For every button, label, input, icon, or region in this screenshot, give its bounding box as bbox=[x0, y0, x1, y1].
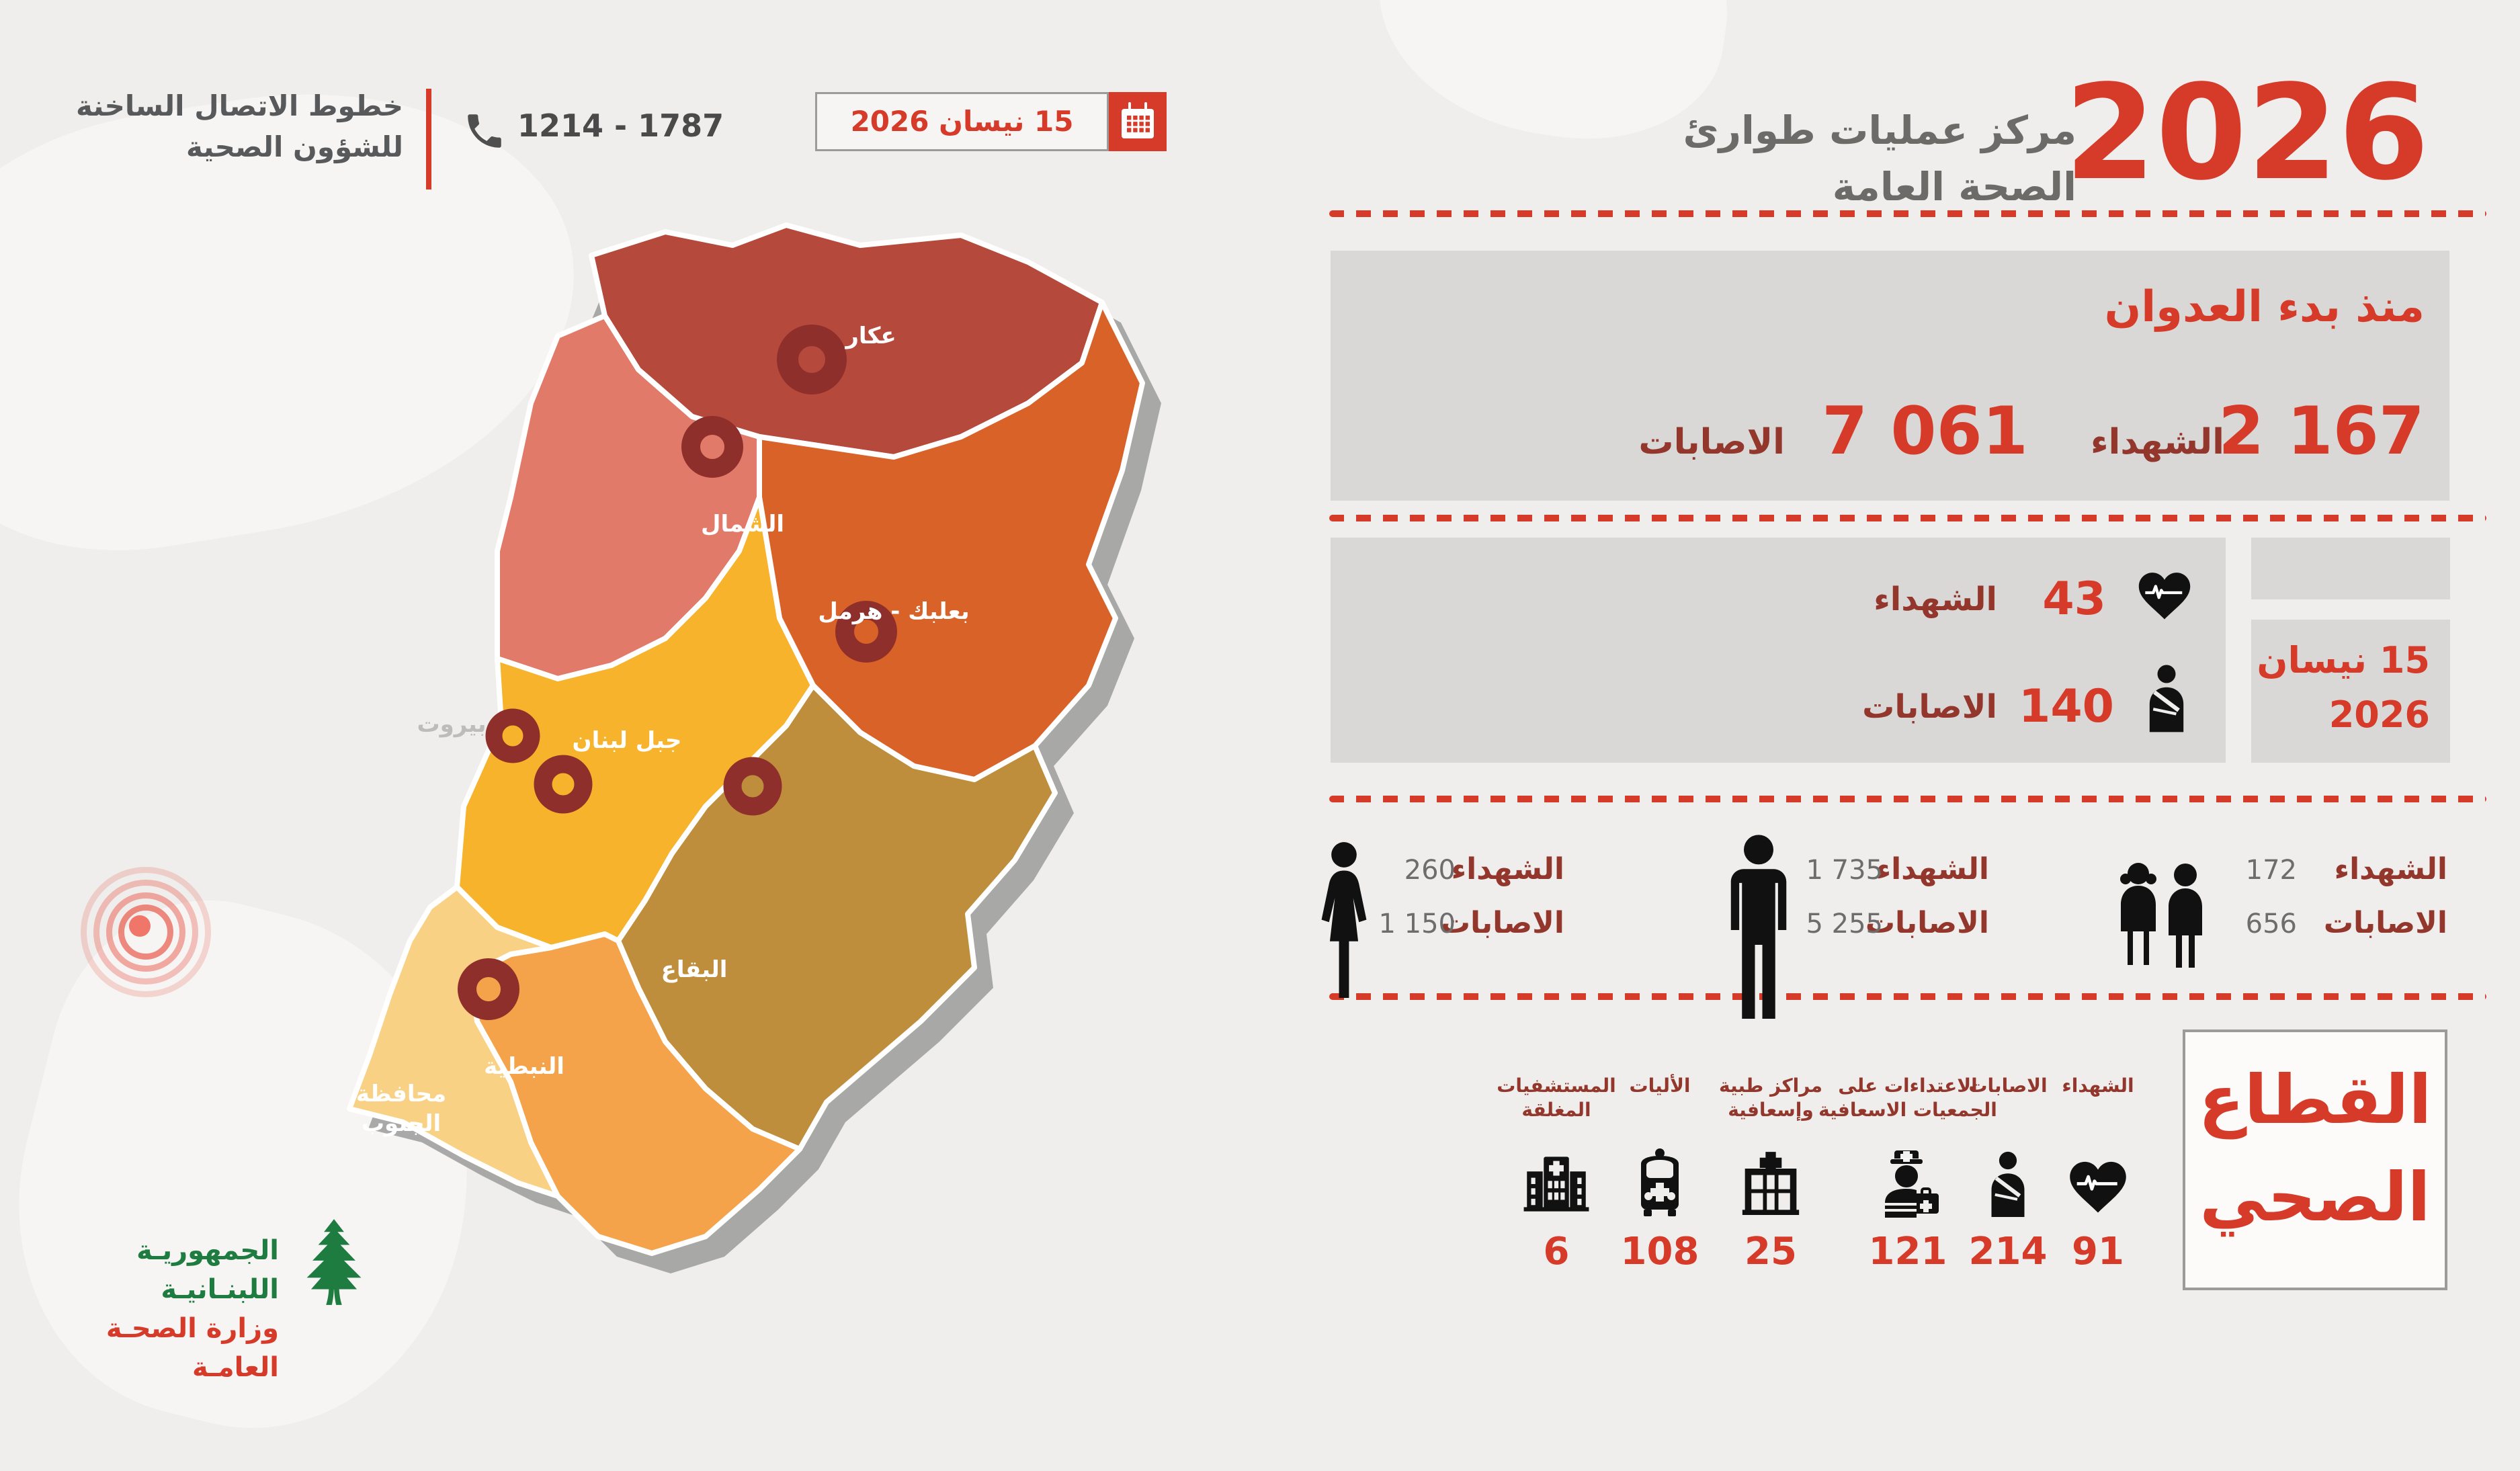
since-box-title: منذ بدء العدوان bbox=[2104, 282, 2425, 332]
health-sector-title: القطاع الصحي bbox=[2185, 1051, 2445, 1246]
man-icon bbox=[1730, 835, 1787, 1019]
today-martyrs-label: الشهداء bbox=[1874, 581, 1997, 618]
map-label-mount-lebanon: جبل لبنان bbox=[572, 727, 682, 754]
ministry-line2: وزارة الصحـة العامـة bbox=[106, 1313, 279, 1383]
dashed-separator bbox=[1329, 210, 2486, 217]
ministry-line1: الجمهوريـة اللبنـانيـة bbox=[136, 1235, 279, 1305]
date-badge-icon-box bbox=[1109, 92, 1167, 151]
ambulance-icon bbox=[1626, 1142, 1693, 1218]
since-martyrs-value: 2 167 bbox=[2218, 393, 2425, 470]
lebanon-map bbox=[347, 222, 1161, 1273]
children-icon bbox=[2120, 863, 2202, 968]
hs-vehicles-label: الأليات bbox=[1629, 1075, 1691, 1097]
hotline-numbers: 1214 - 1787 bbox=[517, 108, 724, 144]
children-injuries-value: 656 bbox=[2245, 909, 2297, 939]
strike-marker bbox=[835, 601, 897, 663]
today-injuries-label: الاصابات bbox=[1862, 688, 1997, 726]
paramedic-icon bbox=[1874, 1142, 1941, 1218]
hs-medcenters-label: مراكز طبية وإسعافية bbox=[1718, 1075, 1822, 1122]
women-martyrs-label: الشهداء bbox=[1451, 852, 1564, 886]
strike-marker bbox=[485, 708, 540, 763]
men-martyrs-value: 1 735 bbox=[1806, 855, 1883, 886]
hotline-divider bbox=[426, 89, 431, 190]
hs-martyrs-value: 91 bbox=[2072, 1230, 2124, 1273]
map-label-south: محافظة الجنوب bbox=[355, 1081, 447, 1138]
region-south bbox=[347, 884, 560, 1199]
dashed-separator bbox=[1329, 993, 2486, 1000]
region-bekaa bbox=[616, 683, 1058, 1152]
health-sector-title-line2: الصحي bbox=[2199, 1158, 2431, 1236]
today-date-box bbox=[2251, 620, 2450, 763]
date-badge: 15 نيسان 2026 bbox=[815, 92, 1109, 151]
hs-vehicles-value: 108 bbox=[1620, 1230, 1699, 1273]
today-date-line1: 15 نيسان bbox=[2257, 639, 2430, 681]
today-date-line2: 2026 bbox=[2328, 694, 2430, 736]
hs-injuries-label: الاصابات bbox=[1968, 1075, 2048, 1097]
today-date-text: 15 نيسان 2026 bbox=[2251, 633, 2430, 742]
today-box bbox=[1331, 538, 2226, 763]
since-injuries-value: 7 061 bbox=[1822, 393, 2028, 470]
ministry-text: الجمهوريـة اللبنـانيـة وزارة الصحـة العا… bbox=[37, 1231, 279, 1387]
health-sector-box: القطاع الصحي bbox=[2183, 1029, 2447, 1290]
strike-marker bbox=[723, 757, 782, 816]
men-martyrs-label: الشهداء bbox=[1876, 852, 1989, 886]
hs-attacks-label: الاعتداءات على الجمعيات الاسعافية bbox=[1818, 1075, 1997, 1122]
closed-hospital-icon bbox=[1523, 1142, 1590, 1218]
phone-icon bbox=[468, 114, 501, 148]
women-martyrs-value: 260 bbox=[1404, 855, 1456, 886]
since-aggression-box bbox=[1331, 251, 2449, 501]
since-injuries-label: الاصابات bbox=[1638, 422, 1785, 462]
injured-person-icon bbox=[1974, 1142, 2042, 1218]
men-injuries-value: 5 255 bbox=[1806, 909, 1883, 939]
women-injuries-label: الاصابات bbox=[1440, 906, 1564, 940]
today-side-box bbox=[2251, 538, 2450, 599]
page-title-line1: مركز عمليات طوارئ bbox=[1683, 108, 2076, 153]
strike-marker bbox=[681, 416, 743, 478]
map-label-akkar: عكار bbox=[845, 323, 896, 349]
strike-marker bbox=[777, 325, 847, 394]
dashed-separator bbox=[1329, 515, 2486, 521]
hs-martyrs-label: الشهداء bbox=[2062, 1075, 2134, 1097]
health-sector-title-line1: القطاع bbox=[2198, 1060, 2432, 1139]
map-label-beirut: بيروت bbox=[417, 711, 487, 738]
map-label-bekaa: البقاع bbox=[661, 956, 728, 983]
calendar-icon bbox=[1122, 102, 1154, 138]
injured-person-icon bbox=[2149, 665, 2184, 732]
cedar-logo-icon bbox=[306, 1219, 362, 1305]
hs-attacks-value: 121 bbox=[1868, 1230, 1947, 1273]
men-injuries-label: الاصابات bbox=[1865, 906, 1989, 940]
infographic-page: { "header": { "year": "2026", "title_lin… bbox=[40, 56, 2486, 1383]
hs-injuries-value: 214 bbox=[1968, 1230, 2048, 1273]
heart-pulse-icon bbox=[2064, 1142, 2132, 1218]
date-badge-text: 15 نيسان 2026 bbox=[850, 105, 1074, 138]
today-martyrs-value: 43 bbox=[2042, 573, 2106, 626]
children-martyrs-value: 172 bbox=[2245, 855, 2297, 886]
map-label-baalbek-hermel: بعلبك - هرمل bbox=[818, 598, 970, 625]
map-label-north: الشمال bbox=[700, 511, 785, 538]
hs-hospitals-label: المستشفيات المغلقة bbox=[1497, 1075, 1616, 1122]
strike-marker bbox=[458, 958, 519, 1020]
women-injuries-value: 1 150 bbox=[1378, 909, 1456, 939]
today-injuries-value: 140 bbox=[2019, 680, 2114, 733]
strike-markers bbox=[458, 325, 897, 1020]
hotline-line1: خطوط الاتصال الساخنة bbox=[76, 89, 403, 122]
map-label-nabatieh: النبطية bbox=[484, 1053, 564, 1080]
woman-icon bbox=[1321, 842, 1367, 998]
hs-medcenters-value: 25 bbox=[1745, 1230, 1797, 1273]
heart-pulse-icon bbox=[2138, 573, 2191, 620]
since-martyrs-label: الشهداء bbox=[2090, 422, 2224, 462]
medical-center-icon bbox=[1737, 1142, 1804, 1218]
year-title: 2026 bbox=[2064, 56, 2429, 209]
hotline-text: خطوط الاتصال الساخنة للشؤون الصحية bbox=[40, 86, 403, 168]
hotline-line2: للشؤون الصحية bbox=[186, 130, 403, 163]
strike-marker bbox=[534, 755, 593, 814]
hs-hospitals-value: 6 bbox=[1543, 1230, 1570, 1273]
dashed-separator bbox=[1329, 796, 2486, 802]
children-injuries-label: الاصابات bbox=[2323, 906, 2447, 940]
children-martyrs-label: الشهداء bbox=[2334, 852, 2447, 886]
page-title-line2: الصحة العامة bbox=[1832, 164, 2076, 210]
page-title: مركز عمليات طوارئ الصحة العامة bbox=[1606, 102, 2076, 215]
